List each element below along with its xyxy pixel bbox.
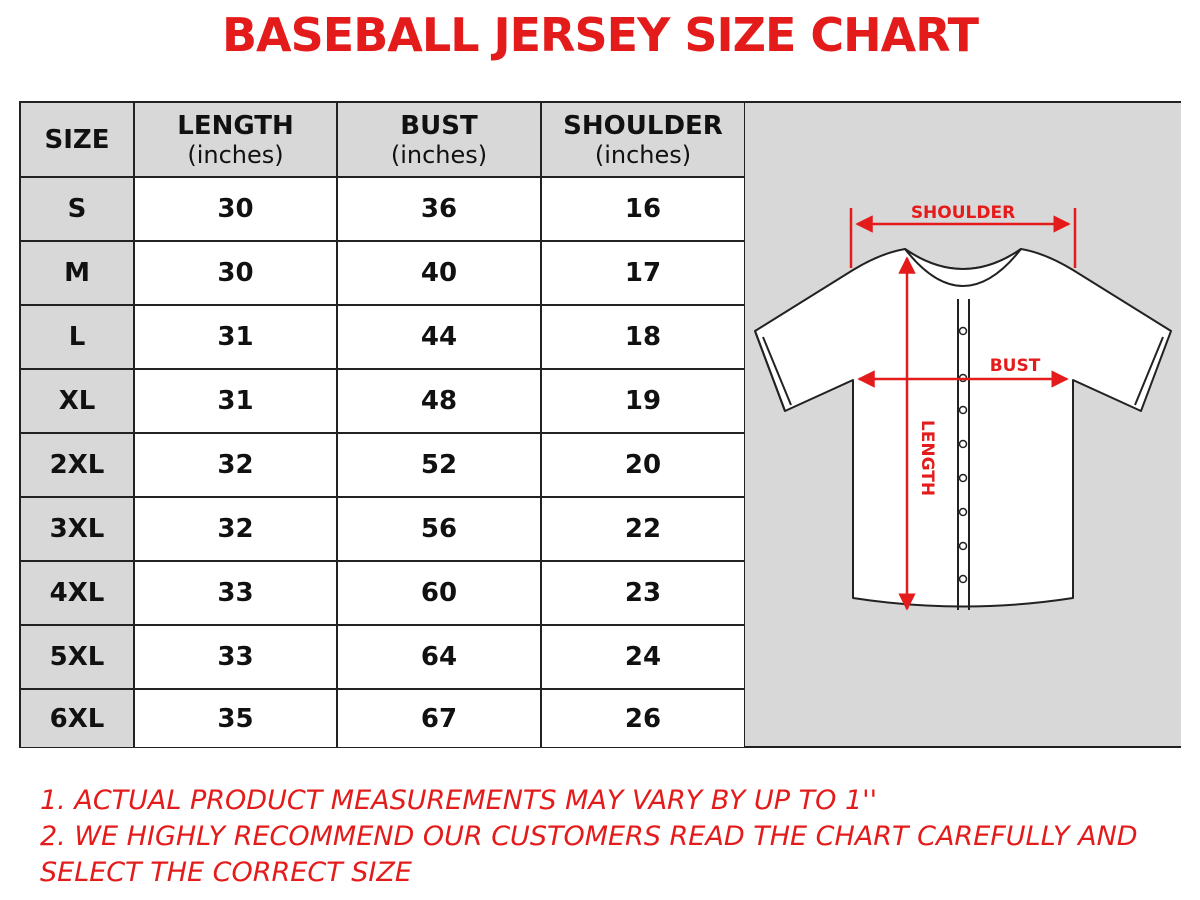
bust-label: BUST [990, 356, 1041, 376]
table-row: 6XL 35 67 26 [21, 688, 746, 747]
length-cell: 31 [133, 368, 338, 434]
bust-cell: 44 [336, 304, 542, 370]
size-cell: 3XL [21, 496, 135, 562]
shoulder-measure [849, 208, 1077, 268]
jersey-illustration: SHOULDER BUST LENGTH [754, 203, 1172, 611]
length-cell: 33 [133, 624, 338, 690]
length-cell: 32 [133, 432, 338, 498]
length-cell: 30 [133, 240, 338, 306]
jersey-shape [754, 248, 1172, 610]
shoulder-cell: 20 [540, 432, 746, 498]
table-row: 3XL 32 56 22 [21, 496, 746, 562]
table-row: M 30 40 17 [21, 240, 746, 306]
length-cell: 30 [133, 176, 338, 242]
length-label: LENGTH [917, 420, 937, 496]
bust-cell: 48 [336, 368, 542, 434]
shoulder-label: SHOULDER [911, 203, 1015, 223]
bust-cell: 64 [336, 624, 542, 690]
size-cell: 6XL [21, 688, 135, 747]
table-row: 5XL 33 64 24 [21, 624, 746, 690]
table-row: S 30 36 16 [21, 176, 746, 242]
shoulder-cell: 23 [540, 560, 746, 626]
bust-cell: 36 [336, 176, 542, 242]
size-cell: 2XL [21, 432, 135, 498]
shoulder-cell: 19 [540, 368, 746, 434]
shoulder-cell: 22 [540, 496, 746, 562]
size-cell: M [21, 240, 135, 306]
page-title: BASEBALL JERSEY SIZE CHART [222, 8, 979, 62]
header-size: SIZE [21, 103, 135, 178]
length-cell: 31 [133, 304, 338, 370]
shoulder-cell: 24 [540, 624, 746, 690]
length-cell: 33 [133, 560, 338, 626]
notes: 1. ACTUAL PRODUCT MEASUREMENTS MAY VARY … [40, 783, 1180, 891]
size-chart: SIZE LENGTH (inches) BUST (inches) SHOUL… [19, 101, 1181, 748]
length-cell: 35 [133, 688, 338, 747]
size-cell: L [21, 304, 135, 370]
length-cell: 32 [133, 496, 338, 562]
header-bust: BUST (inches) [336, 103, 542, 178]
shoulder-cell: 18 [540, 304, 746, 370]
header-length: LENGTH (inches) [133, 103, 338, 178]
bust-cell: 67 [336, 688, 542, 747]
size-cell: 4XL [21, 560, 135, 626]
jersey-diagram: SHOULDER BUST LENGTH [745, 103, 1181, 746]
size-cell: XL [21, 368, 135, 434]
bust-cell: 60 [336, 560, 542, 626]
table-row: L 31 44 18 [21, 304, 746, 370]
bust-cell: 40 [336, 240, 542, 306]
bust-cell: 56 [336, 496, 542, 562]
note-line: 2. WE HIGHLY RECOMMEND OUR CUSTOMERS REA… [40, 821, 1138, 888]
table-header-row: SIZE LENGTH (inches) BUST (inches) SHOUL… [21, 103, 746, 178]
bust-cell: 52 [336, 432, 542, 498]
shoulder-cell: 17 [540, 240, 746, 306]
size-cell: 5XL [21, 624, 135, 690]
size-cell: S [21, 176, 135, 242]
shoulder-cell: 26 [540, 688, 746, 747]
shoulder-cell: 16 [540, 176, 746, 242]
table-row: 2XL 32 52 20 [21, 432, 746, 498]
note-line: 1. ACTUAL PRODUCT MEASUREMENTS MAY VARY … [40, 785, 877, 816]
table-row: 4XL 33 60 23 [21, 560, 746, 626]
header-shoulder: SHOULDER (inches) [540, 103, 746, 178]
table-row: XL 31 48 19 [21, 368, 746, 434]
size-table: SIZE LENGTH (inches) BUST (inches) SHOUL… [21, 103, 746, 747]
